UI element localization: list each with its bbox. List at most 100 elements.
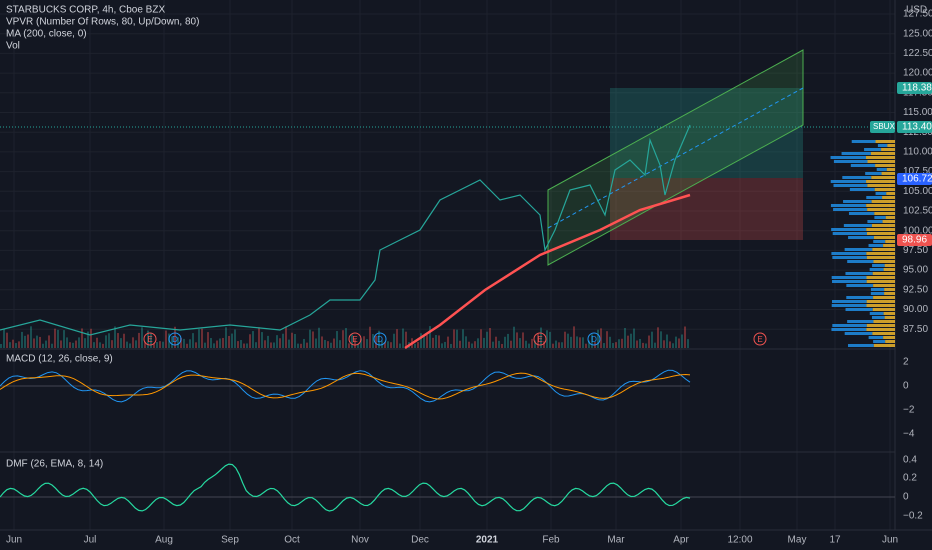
volume-bar <box>195 342 197 348</box>
volume-bar <box>678 338 680 348</box>
dmf-tick: 0.2 <box>903 473 917 484</box>
profile-down <box>884 316 895 319</box>
profile-up <box>868 336 884 339</box>
volume-bar <box>423 335 425 348</box>
profile-down <box>870 152 895 155</box>
time-tick: Nov <box>351 535 369 546</box>
price-tick: 97.50 <box>903 245 928 256</box>
time-tick: Feb <box>542 535 560 546</box>
volume-bar <box>324 339 326 348</box>
volume-bar <box>234 329 236 348</box>
profile-up <box>876 168 887 171</box>
price-tick: 92.50 <box>903 284 928 295</box>
profile-up <box>872 264 885 267</box>
volume-bar <box>54 328 56 348</box>
profile-up <box>848 236 874 239</box>
profile-down <box>884 264 895 267</box>
volume-bar <box>147 330 149 348</box>
volume-bar <box>102 343 104 348</box>
volume-bar <box>453 329 455 348</box>
event-marker <box>753 332 767 346</box>
volume-bar <box>33 338 35 348</box>
volume-bar <box>132 337 134 348</box>
volume-bar <box>297 343 299 348</box>
volume-bar <box>576 336 578 348</box>
volume-bar <box>117 333 119 348</box>
volume-bar <box>15 343 17 348</box>
price-label-bg <box>897 82 932 94</box>
volume-bar <box>549 331 551 348</box>
price-tick: 110.00 <box>903 147 932 158</box>
volume-bar <box>456 329 458 348</box>
macd-line <box>0 369 691 403</box>
volume-bar <box>126 341 128 348</box>
volume-bar <box>495 336 497 348</box>
indicator-label: MA (200, close, 0) <box>6 29 87 40</box>
profile-down <box>866 276 895 279</box>
event-letter: E <box>757 335 762 344</box>
volume-bar <box>171 336 173 348</box>
volume-bar <box>630 333 632 348</box>
volume-bar <box>660 331 662 348</box>
volume-bar <box>243 343 245 348</box>
profile-down <box>867 160 895 163</box>
volume-bar <box>282 333 284 348</box>
volume-bar <box>345 328 347 348</box>
price-label: 98.96 <box>902 235 927 246</box>
profile-up <box>848 212 875 215</box>
volume-bar <box>468 341 470 348</box>
volume-bar <box>42 343 44 348</box>
volume-bar <box>81 328 83 348</box>
volume-bar <box>99 342 101 348</box>
volume-bar <box>687 339 689 348</box>
profile-down <box>887 144 895 147</box>
ticker-label-bg <box>870 121 895 133</box>
time-tick: Apr <box>673 535 689 546</box>
volume-bar <box>417 342 419 348</box>
volume-bar <box>681 334 683 348</box>
profile-down <box>875 140 895 143</box>
volume-bar <box>597 329 599 348</box>
volume-bar <box>573 326 575 348</box>
volume-bar <box>639 338 641 348</box>
profile-up <box>831 304 867 307</box>
profile-up <box>865 172 882 175</box>
volume-bar <box>450 343 452 348</box>
volume-bar <box>504 336 506 348</box>
volume-bar <box>489 327 491 348</box>
profile-up <box>846 284 874 287</box>
profile-down <box>885 340 895 343</box>
volume-bar <box>198 329 200 348</box>
dmf-tick: 0 <box>903 492 909 503</box>
volume-bar <box>96 337 98 348</box>
volume-bar <box>363 336 365 348</box>
profile-up <box>831 252 867 255</box>
price-tick: 115.00 <box>903 107 932 118</box>
volume-bar <box>258 327 260 348</box>
profile-down <box>866 256 895 259</box>
volume-bar <box>429 326 431 348</box>
volume-bar <box>582 337 584 348</box>
volume-bar <box>72 342 74 348</box>
profile-down <box>881 148 895 151</box>
volume-bar <box>3 328 5 348</box>
profile-down <box>866 300 895 303</box>
volume-bar <box>516 332 518 348</box>
volume-bar <box>288 339 290 348</box>
time-tick: 2021 <box>476 535 499 546</box>
profile-down <box>866 304 895 307</box>
event-marker <box>168 332 182 346</box>
volume-bar <box>612 343 614 348</box>
volume-bar <box>483 337 485 348</box>
profile-down <box>873 284 895 287</box>
volume-bar <box>477 338 479 348</box>
profile-up <box>831 328 867 331</box>
volume-bar <box>399 343 401 348</box>
volume-bar <box>111 340 113 348</box>
volume-bar <box>327 341 329 348</box>
volume-bar <box>84 338 86 348</box>
volume-bar <box>348 343 350 348</box>
event-letter: E <box>537 335 542 344</box>
profile-up <box>831 276 867 279</box>
volume-bar <box>609 336 611 348</box>
